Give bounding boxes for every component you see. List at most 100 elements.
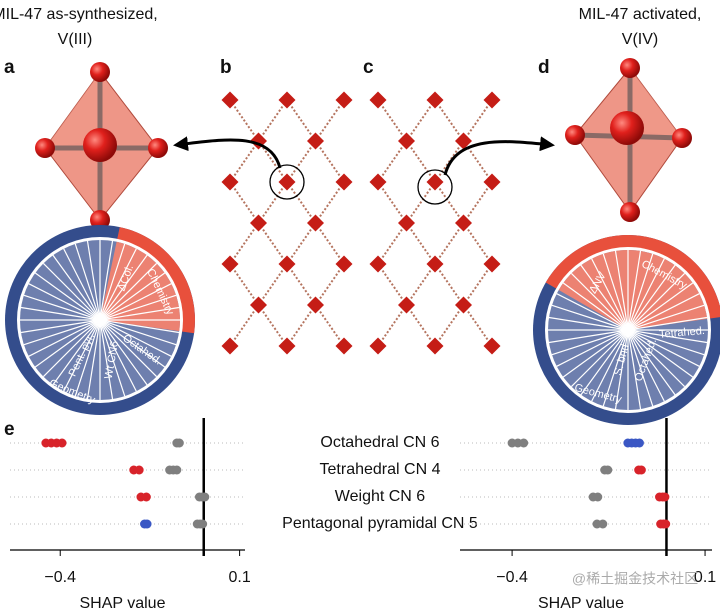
- arrow: [173, 136, 282, 169]
- highlight-circle: [417, 169, 453, 205]
- linker: [229, 263, 260, 306]
- wheel-spoke: [99, 254, 148, 321]
- wheel-spoke: [627, 293, 700, 331]
- wheel-spoke: [99, 243, 126, 321]
- title: MIL-47 as-synthesized,: [0, 6, 158, 23]
- arrow: [443, 136, 555, 176]
- linker: [314, 263, 345, 306]
- linker: [314, 304, 345, 347]
- wheel-label: Tetrahed.: [659, 325, 706, 341]
- shap-dot: [636, 465, 646, 475]
- wheel-spoke: [34, 319, 101, 368]
- wheel-spoke: [86, 240, 101, 321]
- linker: [314, 181, 345, 224]
- panel-label: e: [4, 419, 15, 440]
- wheel-spoke: [571, 329, 629, 387]
- node: [398, 214, 415, 232]
- linker: [257, 263, 288, 306]
- wheel-spoke: [556, 293, 629, 331]
- watermark: @稀土掘金技术社区: [572, 571, 698, 587]
- linker: [462, 222, 493, 265]
- wheel-spoke: [43, 263, 101, 321]
- shap-dot: [660, 492, 670, 502]
- linker: [434, 304, 465, 347]
- linker: [257, 99, 288, 142]
- wheel-spoke: [591, 258, 629, 331]
- node: [455, 132, 472, 150]
- wheel-spoke: [52, 254, 101, 321]
- wheel-spoke: [99, 248, 137, 321]
- wheel-spoke: [99, 319, 126, 397]
- shap-dot: [661, 519, 671, 529]
- wheel-spoke: [627, 329, 685, 387]
- octahedron: [565, 58, 692, 222]
- shap-dot: [141, 492, 151, 502]
- node: [221, 91, 239, 109]
- wheel-spoke: [99, 319, 172, 357]
- wheel-spoke: [74, 243, 101, 321]
- linker: [434, 263, 465, 306]
- linker: [257, 181, 288, 224]
- wheel-spoke: [602, 253, 629, 331]
- wheel-spoke: [627, 273, 685, 331]
- x-axis-label: SHAP value: [538, 595, 624, 611]
- linker: [377, 140, 408, 183]
- linker: [405, 140, 436, 183]
- node: [483, 255, 501, 273]
- wheel-spoke: [52, 319, 101, 386]
- panel-label: a: [4, 57, 15, 78]
- wheel-spoke: [602, 329, 629, 407]
- linker: [405, 181, 436, 224]
- shap-dot: [603, 465, 613, 475]
- wheel-spoke: [627, 282, 694, 331]
- linker: [377, 181, 408, 224]
- linker: [377, 263, 408, 306]
- wheel-spoke: [99, 272, 166, 321]
- shap-dot: [598, 519, 608, 529]
- wheel-spoke: [99, 319, 180, 334]
- node: [398, 132, 415, 150]
- node: [335, 337, 353, 355]
- wheels: [5, 225, 720, 425]
- lattice: [221, 91, 501, 355]
- wheel-spoke: [28, 319, 101, 357]
- node: [426, 337, 444, 355]
- node: [221, 255, 239, 273]
- linker: [229, 222, 260, 265]
- node: [455, 296, 472, 314]
- linker: [377, 222, 408, 265]
- title: MIL-47 activated,: [579, 6, 702, 23]
- shap-dot: [57, 438, 67, 448]
- title: V(IV): [622, 31, 658, 48]
- wheel-spoke: [20, 306, 101, 321]
- linker: [462, 99, 493, 142]
- wheel-spoke: [627, 329, 708, 344]
- linker: [434, 99, 465, 142]
- wheel-spoke: [23, 294, 101, 321]
- linker: [286, 263, 317, 306]
- feature-label: Weight CN 6: [335, 488, 426, 505]
- wheel-spoke: [551, 329, 629, 356]
- node: [307, 214, 324, 232]
- wheel-spoke: [99, 319, 148, 386]
- linker: [377, 99, 408, 142]
- wheel-spoke: [591, 329, 629, 402]
- wheel-spoke: [99, 283, 172, 321]
- wheel-spoke: [86, 319, 101, 400]
- node: [250, 214, 267, 232]
- node: [307, 296, 324, 314]
- linker: [257, 304, 288, 347]
- wheel-spoke: [556, 329, 629, 367]
- panel-label: b: [220, 57, 232, 78]
- linker: [462, 304, 493, 347]
- panel-label: d: [538, 57, 550, 78]
- x-tick-label: −0.4: [44, 569, 76, 586]
- wheel-spoke: [548, 316, 629, 331]
- node: [426, 91, 444, 109]
- wheel-spoke: [43, 319, 101, 377]
- highlight-circle: [269, 164, 305, 200]
- wheel-spoke: [99, 319, 166, 368]
- linker: [314, 99, 345, 142]
- wheel-spoke: [23, 319, 101, 346]
- shap-dot: [593, 492, 603, 502]
